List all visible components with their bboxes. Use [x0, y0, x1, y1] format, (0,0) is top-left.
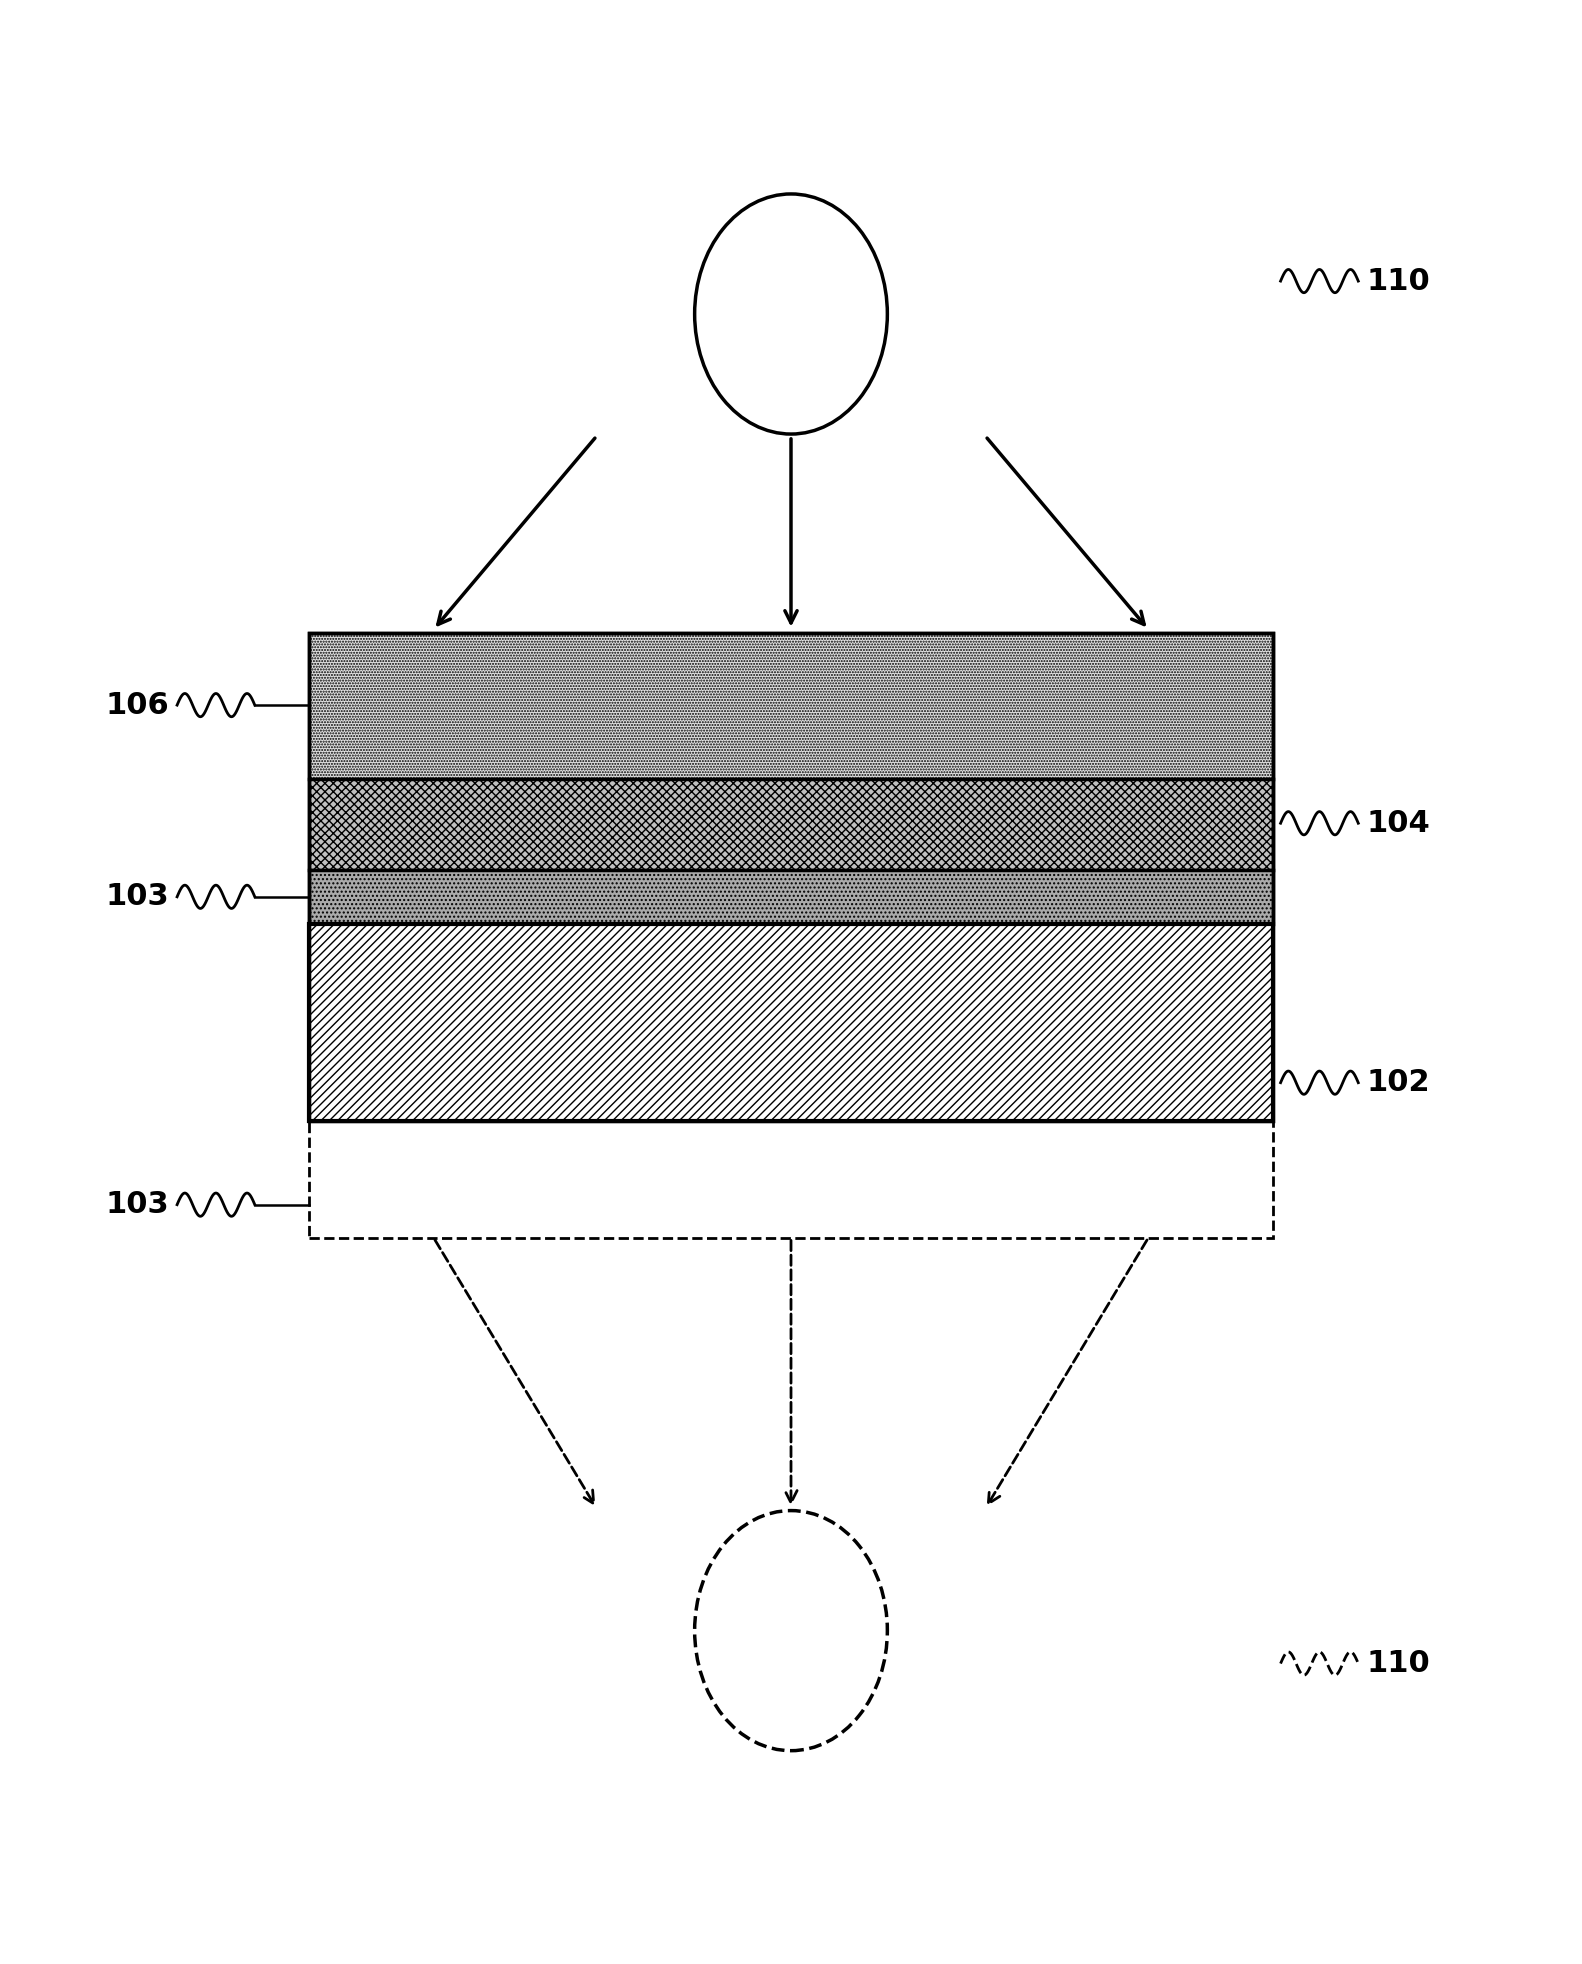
- Text: 104: 104: [1367, 809, 1430, 839]
- Bar: [308, 1121, 1274, 1237]
- Text: 103: 103: [106, 882, 169, 911]
- Text: 102: 102: [1367, 1068, 1430, 1098]
- Text: 110: 110: [1367, 1650, 1430, 1677]
- Text: 103: 103: [106, 1190, 169, 1220]
- Bar: [308, 634, 1274, 1121]
- Text: 106: 106: [106, 691, 169, 719]
- Bar: [308, 634, 1274, 778]
- Bar: [308, 778, 1274, 870]
- Bar: [308, 870, 1274, 923]
- Text: 110: 110: [1367, 267, 1430, 297]
- Bar: [308, 923, 1274, 1121]
